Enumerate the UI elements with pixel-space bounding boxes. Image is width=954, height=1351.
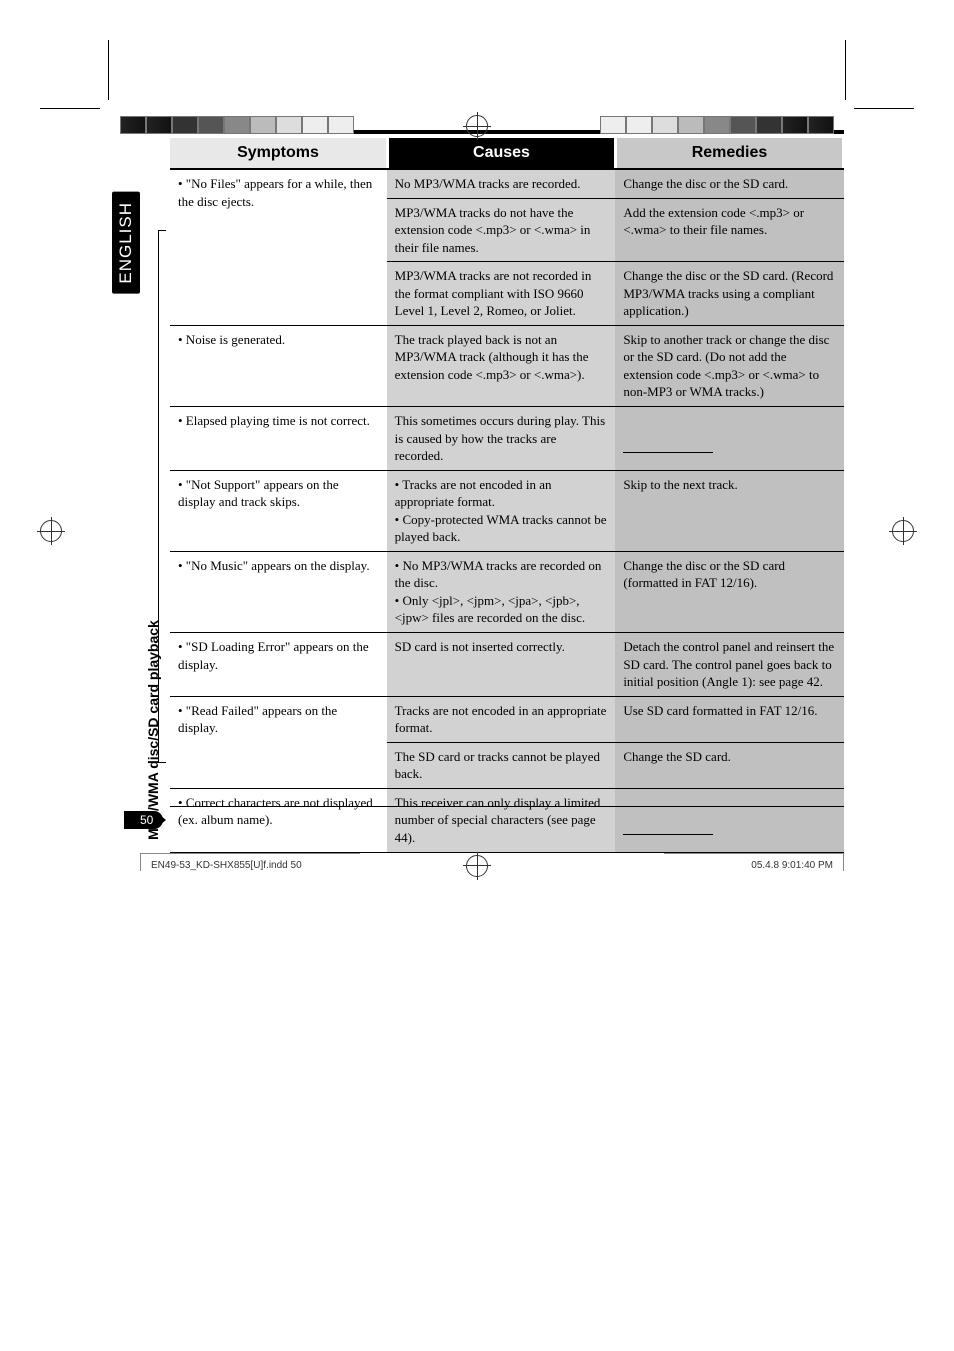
crop-mark bbox=[854, 108, 914, 109]
section-side-label: MP3/WMA disc/SD card playback bbox=[145, 620, 161, 840]
table-row: • "Read Failed" appears on the display.T… bbox=[170, 696, 844, 742]
cause-cell: • No MP3/WMA tracks are recorded on the … bbox=[387, 551, 616, 632]
cause-cell: The track played back is not an MP3/WMA … bbox=[387, 325, 616, 406]
header-causes: Causes bbox=[389, 138, 614, 168]
table-row: • "SD Loading Error" appears on the disp… bbox=[170, 633, 844, 697]
symptom-cell: • Noise is generated. bbox=[170, 325, 387, 406]
cause-cell: • Tracks are not encoded in an appropria… bbox=[387, 470, 616, 551]
cause-cell: This receiver can only display a limited… bbox=[387, 788, 616, 852]
crop-mark bbox=[40, 108, 100, 109]
crop-mark bbox=[108, 40, 109, 100]
remedy-cell bbox=[615, 788, 844, 852]
remedy-cell: Change the disc or the SD card. bbox=[615, 170, 844, 198]
symptom-cell: • "Not Support" appears on the display a… bbox=[170, 470, 387, 551]
symptom-cell: • "No Files" appears for a while, then t… bbox=[170, 170, 387, 325]
registration-target-icon bbox=[892, 520, 914, 542]
footer-filename: EN49-53_KD-SHX855[U]f.indd 50 bbox=[140, 853, 360, 871]
cause-cell: Tracks are not encoded in an appropriate… bbox=[387, 696, 616, 742]
remedy-cell bbox=[615, 407, 844, 471]
empty-remedy-rule bbox=[623, 834, 713, 835]
registration-target-icon bbox=[466, 115, 488, 137]
registration-strip bbox=[600, 116, 834, 134]
symptom-cell: • Elapsed playing time is not correct. bbox=[170, 407, 387, 471]
remedy-cell: Detach the control panel and reinsert th… bbox=[615, 633, 844, 697]
table-header-row: Symptoms Causes Remedies bbox=[170, 138, 844, 170]
footer-timestamp: 05.4.8 9:01:40 PM bbox=[664, 853, 844, 871]
header-symptoms: Symptoms bbox=[170, 138, 386, 168]
remedy-cell: Skip to the next track. bbox=[615, 470, 844, 551]
symptom-cell: • Correct characters are not displayed (… bbox=[170, 788, 387, 852]
crop-mark bbox=[845, 40, 846, 100]
symptom-cell: • "No Music" appears on the display. bbox=[170, 551, 387, 632]
bottom-rule bbox=[170, 806, 844, 807]
remedy-cell: Use SD card formatted in FAT 12/16. bbox=[615, 696, 844, 742]
table-row: • "Not Support" appears on the display a… bbox=[170, 470, 844, 551]
table-row: • Correct characters are not displayed (… bbox=[170, 788, 844, 852]
remedy-cell: Change the SD card. bbox=[615, 742, 844, 788]
remedy-cell: Add the extension code <.mp3> or <.wma> … bbox=[615, 198, 844, 262]
header-remedies: Remedies bbox=[617, 138, 842, 168]
remedy-cell: Change the disc or the SD card. (Record … bbox=[615, 262, 844, 326]
cause-cell: MP3/WMA tracks do not have the extension… bbox=[387, 198, 616, 262]
cause-cell: SD card is not inserted correctly. bbox=[387, 633, 616, 697]
table-row: • Elapsed playing time is not correct.Th… bbox=[170, 407, 844, 471]
registration-strip bbox=[120, 116, 354, 134]
cause-cell: No MP3/WMA tracks are recorded. bbox=[387, 170, 616, 198]
table-row: • "No Music" appears on the display.• No… bbox=[170, 551, 844, 632]
page-number: 50 bbox=[124, 811, 163, 829]
empty-remedy-rule bbox=[623, 452, 713, 453]
cause-cell: MP3/WMA tracks are not recorded in the f… bbox=[387, 262, 616, 326]
symptom-cell: • "SD Loading Error" appears on the disp… bbox=[170, 633, 387, 697]
registration-target-icon bbox=[40, 520, 62, 542]
table-row: • Noise is generated.The track played ba… bbox=[170, 325, 844, 406]
cause-cell: This sometimes occurs during play. This … bbox=[387, 407, 616, 471]
cause-cell: The SD card or tracks cannot be played b… bbox=[387, 742, 616, 788]
remedy-cell: Change the disc or the SD card (formatte… bbox=[615, 551, 844, 632]
symptom-cell: • "Read Failed" appears on the display. bbox=[170, 696, 387, 788]
language-tab: ENGLISH bbox=[112, 192, 140, 294]
table-row: • "No Files" appears for a while, then t… bbox=[170, 170, 844, 198]
print-footer: EN49-53_KD-SHX855[U]f.indd 50 05.4.8 9:0… bbox=[140, 853, 844, 871]
remedy-cell: Skip to another track or change the disc… bbox=[615, 325, 844, 406]
troubleshooting-table: • "No Files" appears for a while, then t… bbox=[170, 170, 844, 853]
